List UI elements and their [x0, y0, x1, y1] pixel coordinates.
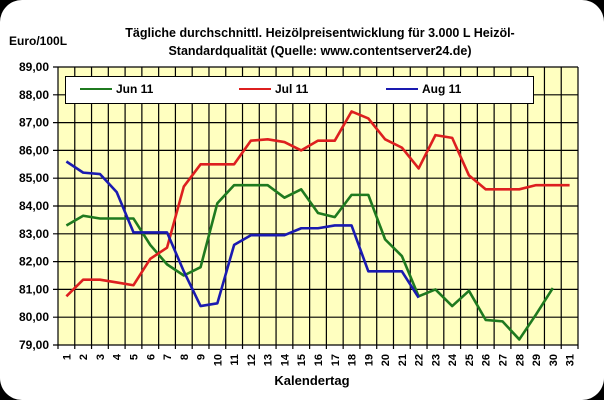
chart-title: Tägliche durchschnittl. Heizölpreisentwi…: [60, 24, 580, 60]
x-tick-label: 3: [95, 354, 107, 360]
chart-title-line-1: Tägliche durchschnittl. Heizölpreisentwi…: [125, 26, 515, 40]
legend-item-aug: Aug 11: [386, 82, 461, 96]
x-tick-label: 22: [414, 354, 426, 366]
legend-item-jul: Jul 11: [239, 82, 308, 96]
y-tick-label: 89,00: [19, 60, 49, 74]
x-tick-label: 13: [263, 354, 275, 366]
x-tick-label: 1: [61, 354, 73, 360]
x-tick-label: 9: [196, 354, 208, 360]
y-tick-label: 85,00: [19, 171, 49, 185]
x-axis-label: Kalendertag: [274, 373, 350, 388]
y-tick-label: 80,00: [19, 310, 49, 324]
chart-title-line-2: Standardqualität (Quelle: www.contentser…: [168, 44, 472, 58]
x-tick-label: 20: [380, 354, 392, 366]
y-tick-label: 87,00: [19, 116, 49, 130]
y-tick-label: 83,00: [19, 227, 49, 241]
x-tick-label: 27: [498, 354, 510, 366]
x-tick-label: 11: [229, 354, 241, 366]
x-tick-label: 18: [347, 354, 359, 366]
x-tick-label: 6: [145, 354, 157, 360]
x-tick-label: 5: [128, 354, 140, 360]
legend-label-aug: Aug 11: [422, 82, 462, 96]
x-tick-label: 29: [531, 354, 543, 366]
y-tick-label: 86,00: [19, 143, 49, 157]
x-tick-label: 15: [296, 354, 308, 366]
legend-label-jul: Jul 11: [275, 82, 309, 96]
series-line-jul-11: [65, 110, 570, 298]
x-tick-label: 26: [481, 354, 493, 366]
x-tick-label: 10: [212, 354, 224, 366]
x-tick-label: 19: [363, 354, 375, 366]
x-tick-label: 8: [179, 354, 191, 360]
x-tick-label: 30: [548, 354, 560, 366]
y-tick-label: 81,00: [19, 282, 49, 296]
series-line-jun-11: [65, 183, 554, 341]
legend-item-jun: Jun 11: [80, 82, 153, 96]
x-tick-label: 24: [447, 353, 459, 366]
y-tick-label: 82,00: [19, 255, 49, 269]
y-tick-label: 88,00: [19, 88, 49, 102]
y-tick-label: 84,00: [19, 199, 49, 213]
legend-swatch-jul: [239, 88, 271, 90]
x-tick-label: 25: [464, 354, 476, 366]
series-line-aug-11: [65, 160, 420, 308]
legend-label-jun: Jun 11: [116, 82, 154, 96]
x-tick-label: 31: [565, 354, 577, 366]
chart-legend: Jun 11 Jul 11 Aug 11: [65, 76, 534, 104]
x-tick-label: 12: [246, 354, 258, 366]
legend-swatch-aug: [386, 88, 418, 90]
y-tick-label: 79,00: [19, 338, 49, 352]
x-tick-label: 2: [78, 354, 90, 360]
x-tick-label: 16: [313, 354, 325, 366]
x-tick-label: 4: [112, 353, 124, 360]
x-tick-label: 14: [279, 353, 291, 366]
x-tick-label: 17: [330, 354, 342, 366]
x-tick-label: 28: [514, 354, 526, 366]
x-tick-label: 23: [430, 354, 442, 366]
x-tick-label: 7: [162, 354, 174, 360]
y-axis-unit-label: Euro/100L: [9, 34, 68, 48]
x-tick-label: 21: [397, 354, 409, 366]
legend-swatch-jun: [80, 88, 112, 90]
